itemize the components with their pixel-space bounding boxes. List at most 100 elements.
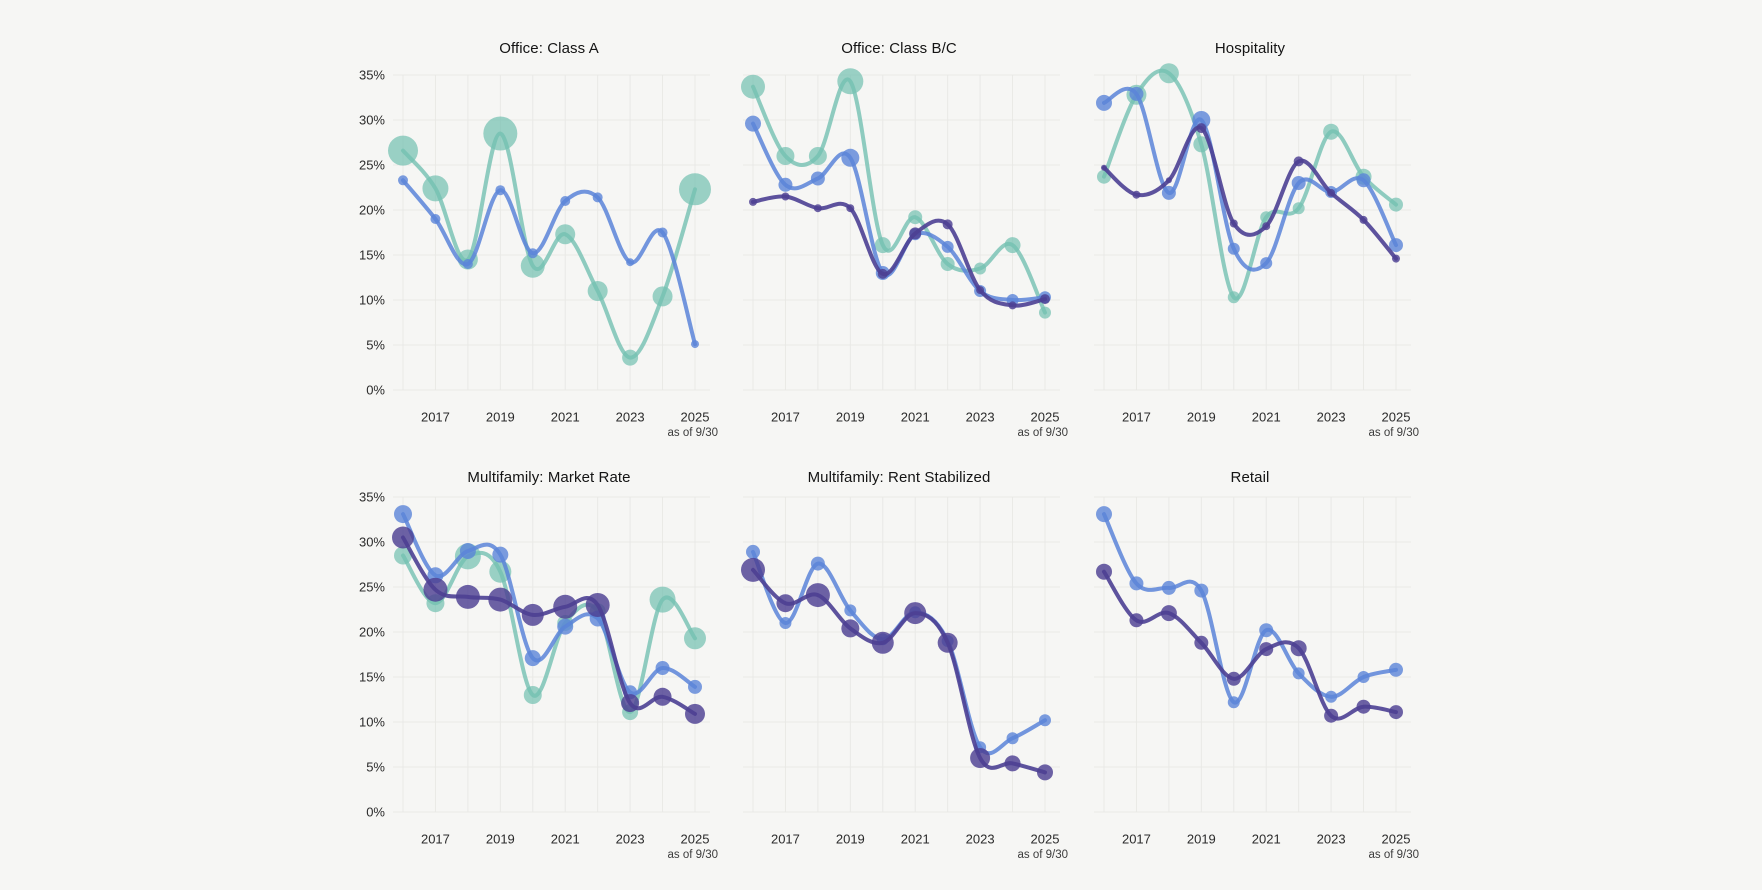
- x-axis-tick-label: 2017: [1122, 832, 1151, 847]
- x-axis-tick-label: 2017: [1122, 410, 1151, 425]
- chart-multifamily-rent-stabilized: 2017 2019 2021 2023 2025 Multifamily: Rent S…: [690, 457, 1070, 862]
- series-line-blue: [401, 512, 697, 696]
- data-point-teal: [555, 224, 576, 245]
- x-axis-tick-label: 2021: [901, 832, 930, 847]
- data-point-purple: [741, 557, 765, 582]
- series-line-purple: [751, 194, 1047, 308]
- multifamily-market-rate-plot: 2017 2019 2021 2023 2025 35% 30% 25% 20% 15% 10% 5%…: [359, 490, 710, 847]
- data-point-teal: [622, 349, 639, 366]
- data-point-purple: [1359, 215, 1368, 224]
- series-line-blue: [751, 121, 1047, 303]
- x-axis-tick-label: 2019: [486, 832, 515, 847]
- x-axis-tick-label: 2023: [1317, 832, 1346, 847]
- data-point-blue: [687, 679, 702, 694]
- data-point-blue: [1292, 667, 1305, 680]
- data-point-teal: [1004, 237, 1021, 254]
- data-point-blue: [941, 240, 954, 253]
- x-axis-tick-label: 2019: [486, 410, 515, 425]
- data-point-purple: [1160, 605, 1177, 622]
- y-axis-tick-label: 15%: [359, 248, 385, 263]
- as-of-date-note: as of 9/30: [667, 427, 718, 439]
- data-point-teal: [776, 147, 795, 165]
- y-axis-tick-label: 10%: [359, 293, 385, 308]
- chart-hospitality: 2017 2019 2021 2023 2025 Hospitality as of 9…: [1041, 35, 1421, 440]
- data-point-blue: [1129, 86, 1144, 101]
- data-point-purple: [871, 631, 894, 654]
- data-point-purple: [841, 619, 860, 638]
- data-point-blue: [592, 192, 603, 203]
- chart-title: Retail: [1230, 469, 1270, 486]
- y-axis-tick-label: 0%: [366, 383, 385, 398]
- series-line-teal: [1102, 68, 1398, 301]
- y-axis-tick-label: 20%: [359, 203, 385, 218]
- data-point-purple: [1327, 188, 1336, 197]
- data-point-purple: [1196, 123, 1207, 134]
- data-point-blue: [1161, 185, 1176, 200]
- data-point-teal: [874, 237, 891, 254]
- y-axis-tick-label: 10%: [359, 715, 385, 730]
- data-point-blue: [1291, 176, 1306, 190]
- data-point-purple: [1194, 635, 1209, 650]
- data-point-blue: [810, 171, 825, 186]
- y-axis-tick-label: 30%: [359, 535, 385, 550]
- hospitality-plot: 2017 2019 2021 2023 2025: [1094, 63, 1411, 425]
- data-point-purple: [392, 526, 414, 549]
- y-axis-tick-label: 20%: [359, 625, 385, 640]
- data-point-blue: [1260, 257, 1273, 270]
- data-point-purple: [684, 703, 705, 724]
- data-point-blue: [1259, 623, 1274, 638]
- data-point-blue: [1227, 242, 1240, 255]
- x-axis-tick-label: 2019: [836, 410, 865, 425]
- data-point-blue: [398, 175, 408, 186]
- data-point-teal: [388, 135, 418, 166]
- y-axis-tick-label: 30%: [359, 113, 385, 128]
- y-axis-tick-label: 25%: [359, 158, 385, 173]
- data-point-purple: [749, 197, 757, 206]
- data-point-teal: [1323, 123, 1340, 140]
- data-point-blue: [557, 618, 574, 635]
- series-line-teal: [751, 77, 1047, 315]
- data-point-blue: [1096, 94, 1112, 111]
- series-line-teal: [401, 550, 697, 715]
- data-point-blue: [430, 214, 441, 224]
- data-point-blue: [1006, 732, 1019, 745]
- data-point-blue: [1227, 696, 1240, 709]
- x-axis-tick-label: 2019: [836, 832, 865, 847]
- series-line-purple: [401, 535, 697, 716]
- data-point-teal: [837, 68, 864, 95]
- data-point-purple: [1096, 563, 1112, 580]
- series-line-blue: [1102, 86, 1398, 272]
- data-point-blue: [492, 546, 509, 563]
- data-point-teal: [808, 147, 827, 165]
- x-axis-tick-label: 2025: [1382, 832, 1411, 847]
- data-point-purple: [553, 594, 578, 619]
- data-point-teal: [974, 262, 987, 275]
- series-line-purple: [1102, 125, 1398, 261]
- series-line-teal: [401, 131, 697, 360]
- data-point-blue: [394, 505, 412, 524]
- as-of-date-note: as of 9/30: [667, 849, 718, 861]
- data-point-teal: [394, 546, 412, 565]
- x-axis-tick-label: 2021: [1252, 410, 1281, 425]
- data-point-blue: [495, 185, 506, 196]
- x-axis-tick-label: 2019: [1187, 410, 1216, 425]
- data-point-blue: [779, 617, 792, 629]
- data-point-blue: [462, 259, 473, 269]
- data-point-teal: [908, 210, 923, 225]
- x-axis-tick-label: 2025: [1031, 832, 1060, 847]
- data-point-purple: [1101, 164, 1107, 171]
- data-point-purple: [976, 286, 985, 295]
- data-point-blue: [841, 148, 860, 167]
- data-point-purple: [781, 192, 790, 201]
- series-line-blue: [751, 549, 1047, 756]
- office-class-a-plot: 2017 2019 2021 2023 2025 35% 30% 25% 20% 15% 10% 5%…: [359, 68, 711, 425]
- series-line-blue: [401, 178, 697, 347]
- data-point-teal: [1038, 306, 1051, 319]
- data-point-blue: [459, 543, 476, 559]
- data-point-blue: [1388, 238, 1403, 253]
- data-point-teal: [483, 116, 518, 151]
- data-point-blue: [1357, 671, 1370, 683]
- data-point-blue: [527, 248, 538, 259]
- data-point-purple: [423, 577, 448, 602]
